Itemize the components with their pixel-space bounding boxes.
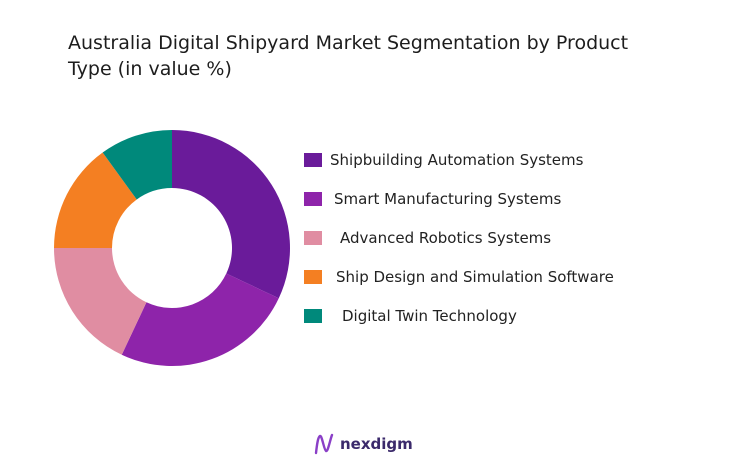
legend-label: Shipbuilding Automation Systems — [330, 151, 584, 169]
legend-item-4: Ship Design and Simulation Software — [304, 267, 614, 287]
nexdigm-logo-icon — [314, 433, 334, 455]
legend-item-5: Digital Twin Technology — [304, 306, 517, 326]
legend-label: Smart Manufacturing Systems — [334, 190, 562, 208]
donut-slice-1 — [172, 130, 290, 299]
donut-slice-3 — [54, 248, 147, 355]
legend-swatch — [304, 153, 322, 167]
legend-label: Ship Design and Simulation Software — [336, 268, 614, 286]
legend-swatch — [304, 231, 322, 245]
legend-swatch — [304, 270, 322, 284]
brand-name: nexdigm — [340, 435, 413, 453]
legend-item-2: Smart Manufacturing Systems — [304, 189, 561, 209]
donut-slice-4 — [54, 152, 137, 248]
legend-swatch — [304, 192, 322, 206]
legend-swatch — [304, 309, 322, 323]
brand-footer: nexdigm — [313, 432, 413, 456]
legend-item-3: Advanced Robotics Systems — [304, 228, 551, 248]
legend-item-1: Shipbuilding Automation Systems — [304, 150, 583, 170]
legend-label: Digital Twin Technology — [342, 307, 517, 325]
donut-chart — [54, 130, 290, 366]
legend-label: Advanced Robotics Systems — [340, 229, 552, 247]
donut-slice-5 — [102, 130, 172, 200]
donut-slice-2 — [121, 273, 279, 366]
chart-title: Australia Digital Shipyard Market Segmen… — [68, 32, 629, 80]
